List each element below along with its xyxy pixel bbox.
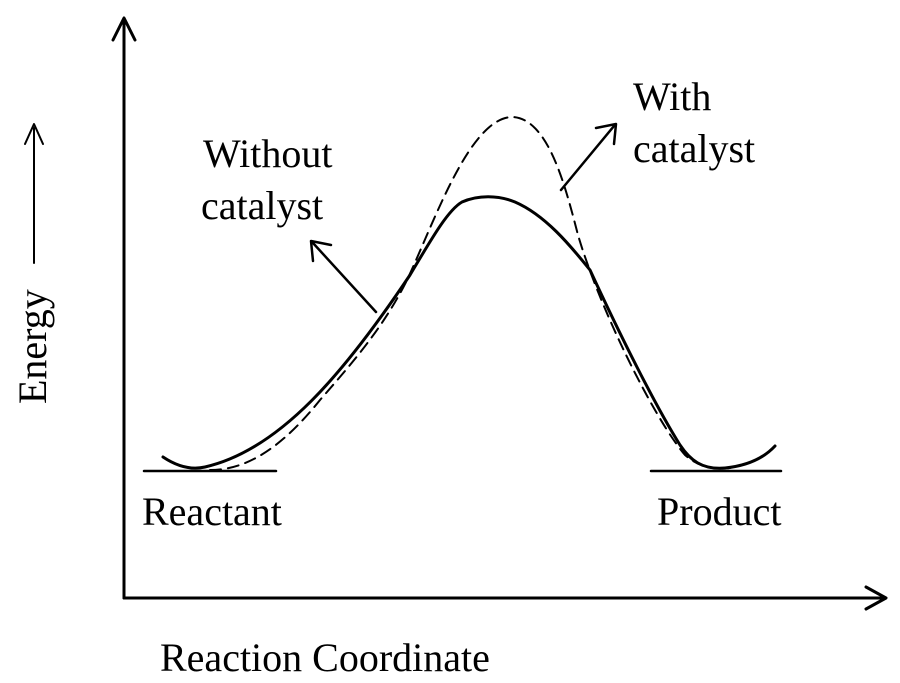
- product-level: Product: [649, 469, 783, 534]
- product-label: Product: [657, 489, 781, 534]
- x-axis: [122, 585, 888, 611]
- with-catalyst-curve: [209, 116, 731, 471]
- without-catalyst-label-line1: Without: [203, 131, 333, 176]
- without-catalyst-curve: [161, 195, 777, 470]
- reactant-label: Reactant: [142, 489, 282, 534]
- with-catalyst-annotation: With catalyst: [559, 74, 755, 192]
- with-catalyst-label-line1: With: [633, 74, 711, 119]
- reactant-level: Reactant: [142, 469, 282, 534]
- x-axis-label: Reaction Coordinate: [160, 635, 490, 680]
- without-catalyst-annotation: Without catalyst: [201, 131, 378, 314]
- y-axis: [111, 16, 137, 600]
- with-catalyst-label-line2: catalyst: [633, 126, 755, 171]
- without-catalyst-pointer-arrow-icon: [311, 241, 378, 314]
- y-axis-label: Energy: [10, 289, 55, 404]
- without-catalyst-label-line2: catalyst: [201, 183, 323, 228]
- y-axis-label-group: Energy: [10, 123, 55, 404]
- with-catalyst-pointer-arrow-icon: [559, 124, 616, 192]
